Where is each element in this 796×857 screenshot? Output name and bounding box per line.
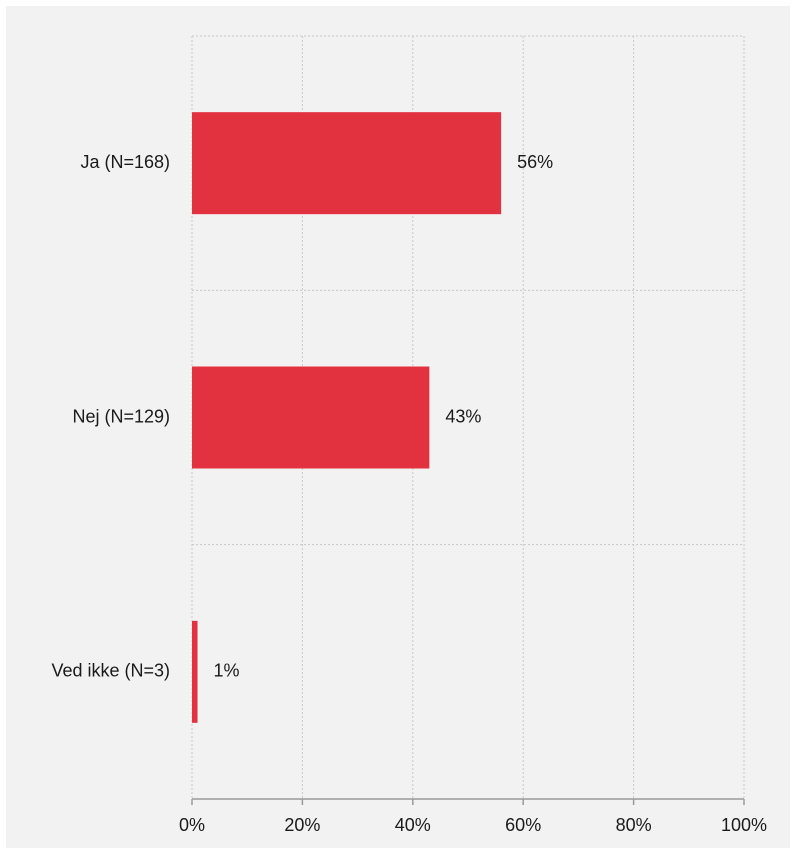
- x-tick-label-4: 80%: [616, 815, 652, 835]
- labels: Ja (N=168) 56% Nej (N=129) 43% Ved ikke (N=3…: [51, 152, 553, 681]
- bar-1: [192, 366, 430, 469]
- category-label-0: Ja (N=168): [80, 152, 170, 172]
- x-tick-label-1: 20%: [284, 815, 320, 835]
- x-tick-label-2: 40%: [395, 815, 431, 835]
- value-label-1: 43%: [445, 406, 481, 426]
- value-label-2: 1%: [214, 661, 240, 681]
- bar-2: [192, 620, 198, 723]
- x-axis: 0% 20% 40% 60% 80% 100%: [179, 798, 767, 835]
- x-tick-label-5: 100%: [721, 815, 767, 835]
- x-tick-label-0: 0%: [179, 815, 205, 835]
- value-label-0: 56%: [517, 152, 553, 172]
- category-label-2: Ved ikke (N=3): [51, 661, 170, 681]
- x-tick-label-3: 60%: [505, 815, 541, 835]
- bar-0: [192, 112, 502, 215]
- category-label-1: Nej (N=129): [72, 406, 170, 426]
- bars: [192, 112, 502, 723]
